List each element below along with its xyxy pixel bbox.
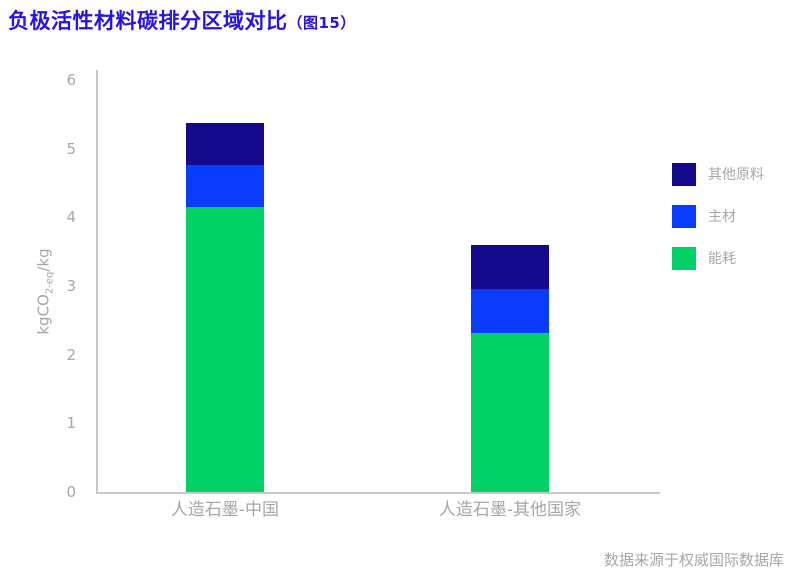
chart-title-text: 负极活性材料碳排分区域对比 <box>8 9 288 33</box>
x-category-label: 人造石墨-其他国家 <box>438 500 582 520</box>
bar-segment <box>471 332 549 492</box>
y-axis-line <box>96 70 98 493</box>
x-axis-line <box>96 492 660 494</box>
bar-segment <box>186 207 264 492</box>
figure-reference: （图15） <box>287 14 356 32</box>
legend-label: 能耗 <box>708 251 736 267</box>
chart-title: 负极活性材料碳排分区域对比（图15） <box>8 5 356 35</box>
y-tick-label: 3 <box>66 276 76 295</box>
legend-item: 其他原料 <box>672 162 764 186</box>
legend-label: 其他原料 <box>708 167 764 183</box>
legend-swatch <box>672 246 696 270</box>
legend-item: 能耗 <box>672 246 736 270</box>
y-tick-label: 2 <box>66 345 76 364</box>
y-tick-label: 1 <box>66 414 76 433</box>
y-tick-label: 4 <box>66 208 76 227</box>
y-tick-label: 5 <box>66 139 76 158</box>
bar-segment <box>471 289 549 333</box>
bar-segment <box>186 122 264 166</box>
legend-swatch <box>672 204 696 228</box>
legend-swatch <box>672 162 696 186</box>
x-category-label: 人造石墨-中国 <box>170 500 280 520</box>
data-source-note: 数据来源于权威国际数据库 <box>603 551 784 569</box>
bar-segment <box>471 244 549 290</box>
y-tick-label: 0 <box>66 483 76 501</box>
y-axis-title-prefix: kgCO <box>34 294 53 335</box>
y-axis-title-suffix: /kg <box>34 248 53 272</box>
bar-segment <box>186 165 264 207</box>
legend-label: 主材 <box>708 209 736 225</box>
y-tick-label: 6 <box>66 70 76 89</box>
legend-item: 主材 <box>672 204 736 228</box>
